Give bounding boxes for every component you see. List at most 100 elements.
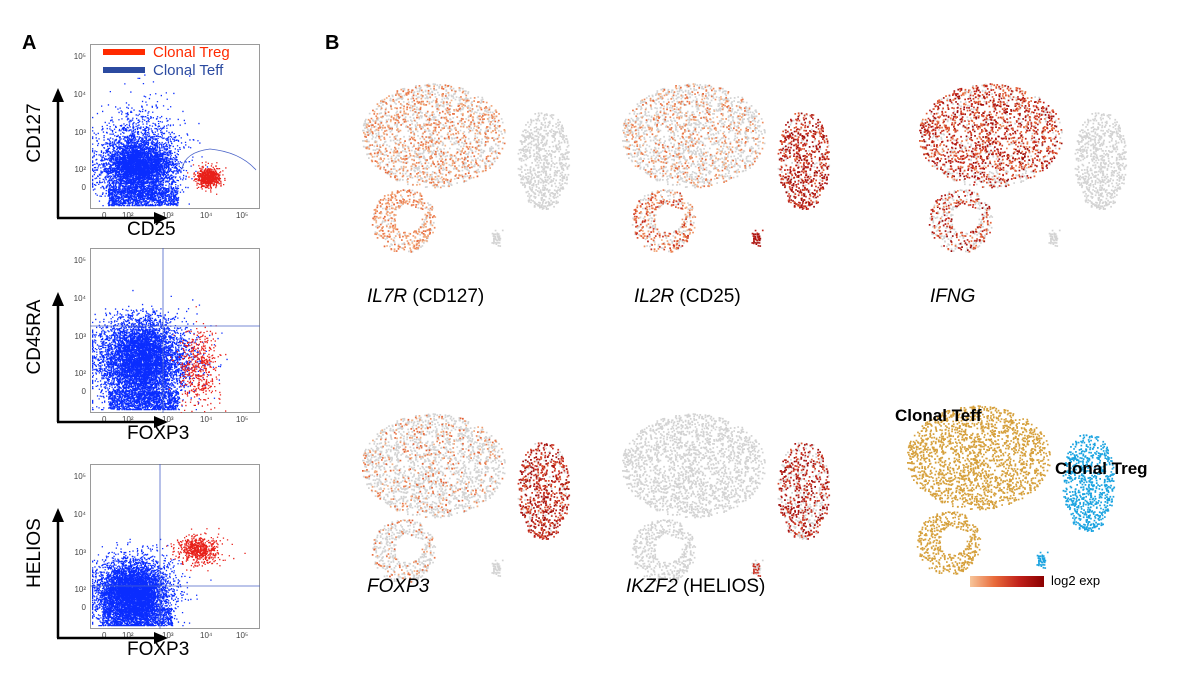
expressing-cells [790, 462, 793, 464]
expressing-cells [925, 90, 1050, 205]
expressing-cells [802, 124, 804, 126]
expressing-cells [413, 117, 463, 202]
expressing-cells [822, 138, 824, 140]
gene-label: IKZF2 (HELIOS) [626, 576, 765, 598]
expressing-cells [382, 124, 384, 127]
expressing-cells [408, 528, 420, 576]
expressing-cells [810, 483, 813, 486]
unexpressed-cells [622, 83, 831, 253]
expressing-cells [545, 471, 548, 474]
expressing-cells [428, 229, 431, 232]
expressing-cells [790, 451, 793, 454]
expressing-cells [529, 443, 565, 530]
expressing-cells [391, 541, 393, 544]
expressing-cells [448, 438, 451, 441]
expressing-cells [553, 519, 556, 522]
expressing-cells [797, 483, 800, 485]
expressing-cells [791, 174, 794, 177]
expressing-cells [388, 122, 500, 238]
y-arrowhead [52, 88, 64, 102]
tsne-plot-il2r [622, 83, 831, 253]
y-tick-label: 10² [74, 369, 86, 378]
panel-label-b: B [325, 32, 340, 54]
expressing-cells [532, 479, 535, 482]
expressing-cells [959, 179, 961, 181]
expressing-cells [803, 444, 812, 451]
expressing-cells [639, 140, 793, 235]
expressing-cells [803, 195, 805, 197]
expressing-cells [697, 167, 700, 169]
x-axis-label: FOXP3 [127, 423, 190, 444]
expressing-cells [1021, 140, 1023, 142]
expressing-cells [363, 461, 365, 464]
expressing-cells [789, 510, 791, 513]
expressing-cells [452, 451, 455, 454]
expressing-cells [519, 478, 522, 481]
gene-label: IL2R (CD25) [634, 286, 741, 308]
gene-label: IL7R (CD127) [367, 286, 484, 308]
expressing-cells [404, 100, 495, 158]
expressing-cells [427, 92, 430, 95]
expressing-cells [795, 118, 797, 121]
expressing-cells [369, 451, 372, 453]
protein-name: (CD127) [407, 286, 485, 307]
expressing-cells [559, 475, 561, 478]
expressing-cells [389, 459, 526, 571]
y-tick-label: 10⁵ [73, 472, 86, 481]
gene-name: FOXP3 [367, 576, 430, 597]
expressing-cells [462, 99, 465, 102]
expressing-cells [560, 517, 563, 519]
expressing-cells [644, 235, 646, 237]
expressing-cells [520, 501, 530, 510]
expressing-cells [634, 165, 637, 167]
x-tick-label: 10³ [162, 415, 174, 424]
expressing-cells [782, 471, 784, 473]
colorbar [970, 576, 1044, 587]
expressing-cells [537, 471, 540, 474]
y-tick-label: 10² [74, 165, 86, 174]
expressing-cells [566, 508, 568, 511]
expressing-cells [795, 514, 798, 516]
expressing-cells [650, 99, 725, 201]
expressing-cells [1005, 94, 1007, 96]
expressing-cells [964, 103, 967, 106]
protein-name: (HELIOS) [677, 576, 766, 597]
expressing-cells [798, 114, 801, 117]
expressing-cells [636, 119, 801, 227]
y-tick-label: 10⁴ [73, 90, 86, 99]
expressing-cells [821, 482, 828, 491]
expressing-cells [739, 118, 742, 121]
expressing-cells [662, 235, 664, 238]
protein-name: (CD25) [674, 286, 741, 307]
expressing-cells [656, 190, 659, 192]
expressing-cells [976, 108, 979, 110]
expressing-cells [544, 451, 546, 454]
x-arrowhead [154, 416, 168, 428]
expressing-cells [820, 471, 823, 474]
expressing-cells [804, 126, 806, 129]
expressing-cells [793, 499, 796, 502]
expressing-cells [731, 146, 734, 148]
expressing-cells [425, 569, 428, 572]
expressing-cells [798, 444, 801, 447]
expressing-cells [950, 114, 953, 117]
y-axis-label: HELIOS [24, 518, 45, 588]
expressing-cells [794, 172, 796, 175]
expressing-cells [800, 522, 803, 524]
expressing-cells [560, 495, 563, 498]
expressing-cells [538, 465, 545, 479]
expressing-cells [815, 492, 818, 494]
expressing-cells [999, 102, 1002, 104]
expressing-cells [803, 158, 818, 174]
expressing-cells [408, 519, 411, 522]
expressing-cells [563, 505, 566, 508]
expressing-cells [650, 197, 653, 200]
expressing-cells [391, 489, 393, 492]
cluster-label-treg: Clonal Treg [1055, 459, 1148, 478]
expressing-cells [428, 545, 431, 547]
expressing-cells [820, 492, 827, 495]
expressing-cells [778, 504, 780, 506]
expressing-cells [753, 235, 755, 238]
expressing-cells [780, 488, 783, 490]
expressing-cells [796, 162, 802, 178]
